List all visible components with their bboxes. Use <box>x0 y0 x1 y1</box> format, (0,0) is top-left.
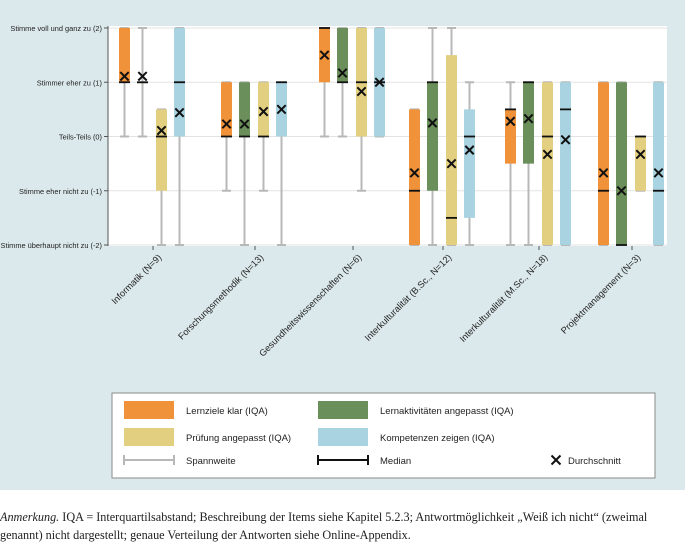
iqr-box <box>616 82 627 245</box>
legend-box <box>111 392 656 479</box>
mean-marker <box>319 50 330 61</box>
mean-marker <box>156 125 167 136</box>
y-tick-label: Teils-Teils (0) <box>59 133 102 142</box>
figure-caption: Anmerkung. IQA = Interquartilsabstand; B… <box>0 508 685 544</box>
legend-label: Prüfung angepasst (IQA) <box>186 433 291 444</box>
iqr-box <box>598 82 609 245</box>
legend-whisker-label: Spannweite <box>186 456 236 467</box>
y-tick-label: Stimme voll und ganz zu (2) <box>10 24 102 33</box>
iqr-box <box>221 82 232 137</box>
mean-marker <box>137 71 148 82</box>
iqr-box <box>464 109 475 218</box>
mean-marker <box>653 167 664 178</box>
legend-median-label: Median <box>380 456 411 467</box>
iqr-box <box>239 82 250 137</box>
caption-text: IQA = Interquartilsabstand; Beschreibung… <box>0 510 648 542</box>
x-tick-label: Forschungsmethodik (N=13) <box>176 252 265 341</box>
mean-marker <box>174 107 185 118</box>
iqr-box <box>119 28 130 83</box>
iqr-box <box>409 109 420 245</box>
iqr-box <box>258 82 269 137</box>
iqr-box <box>523 82 534 164</box>
mean-marker <box>356 86 367 97</box>
legend-swatch <box>124 401 174 419</box>
legend-label: Kompetenzen zeigen (IQA) <box>380 433 495 444</box>
y-tick-label: Stimme überhaupt nicht zu (-2) <box>1 241 102 250</box>
legend-swatch <box>124 428 174 446</box>
mean-marker <box>276 104 287 115</box>
x-tick-label: Gesundheitswissenschaften (N=6) <box>257 252 363 358</box>
iqr-box <box>635 136 646 191</box>
iqr-box <box>156 109 167 191</box>
iqr-box <box>653 82 664 245</box>
x-tick-label: Interkulturalität (M.Sc., N=18) <box>458 252 550 344</box>
mean-marker <box>616 185 627 196</box>
x-tick-label: Projektmanagement (N=3) <box>559 252 642 335</box>
iqr-box <box>337 28 348 83</box>
legend-swatch <box>318 428 368 446</box>
mean-marker <box>598 167 609 178</box>
boxplot-chart: Stimme voll und ganz zu (2) Stimmer eher … <box>1 24 667 479</box>
x-tick-label: Interkulturalität (B.Sc., N=12) <box>363 252 454 343</box>
mean-marker <box>542 149 553 160</box>
mean-marker <box>409 167 420 178</box>
mean-marker <box>337 68 348 78</box>
mean-marker <box>635 149 646 160</box>
mean-marker <box>523 113 534 124</box>
iqr-box <box>446 55 457 245</box>
mean-marker <box>374 77 385 88</box>
mean-marker <box>427 118 438 128</box>
iqr-box <box>427 82 438 191</box>
mean-marker <box>258 106 269 117</box>
y-tick-label: Stimme eher nicht zu (-1) <box>19 187 102 196</box>
mean-marker <box>464 145 475 155</box>
mean-marker <box>446 158 457 169</box>
iqr-box <box>542 82 553 245</box>
iqr-box <box>560 82 571 245</box>
mean-marker <box>119 71 130 82</box>
mean-marker <box>239 119 250 129</box>
legend-label: Lernaktivitäten angepasst (IQA) <box>380 406 514 417</box>
mean-marker <box>560 134 571 145</box>
figure-panel: Stimme voll und ganz zu (2) Stimmer eher … <box>0 0 685 490</box>
legend-mean-marker <box>550 454 562 466</box>
x-tick-label: Informatik (N=9) <box>110 252 164 306</box>
mean-marker <box>221 119 232 129</box>
iqr-box <box>505 109 516 164</box>
caption-lead: Anmerkung. <box>0 510 60 524</box>
mean-marker <box>505 116 516 127</box>
legend-swatch <box>318 401 368 419</box>
y-tick-label: Stimmer eher zu (1) <box>37 78 102 87</box>
legend-mean-label: Durchschnitt <box>568 456 621 467</box>
legend-label: Lernziele klar (IQA) <box>186 406 268 417</box>
